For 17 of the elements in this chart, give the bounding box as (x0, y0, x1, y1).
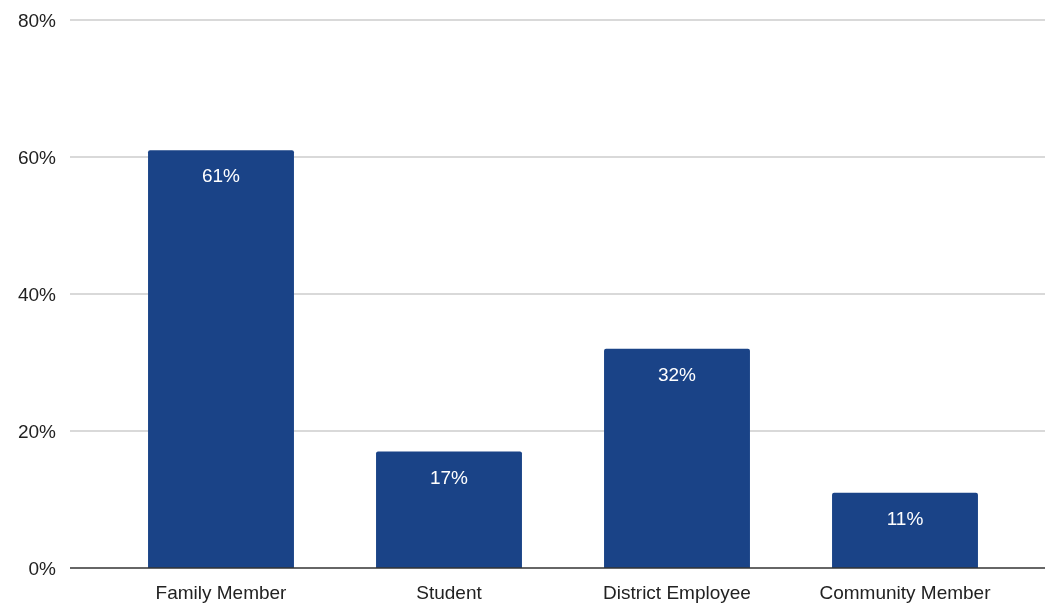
bar (148, 150, 294, 568)
data-label: 17% (429, 466, 469, 488)
x-tick-label: Community Member (819, 582, 992, 603)
data-label: 61% (201, 165, 241, 187)
y-tick-label: 60% (17, 146, 57, 168)
x-tick-label: Student (416, 582, 483, 603)
x-tick-label: District Employee (603, 582, 751, 603)
bar (376, 451, 522, 568)
x-tick-label: Family Member (155, 582, 288, 603)
bar (604, 348, 750, 568)
y-tick-label: 0% (28, 557, 57, 579)
bar (832, 492, 978, 568)
data-label: 32% (657, 363, 697, 385)
y-tick-label: 80% (17, 9, 57, 31)
y-tick-label: 40% (17, 283, 57, 305)
y-tick-label: 20% (17, 420, 57, 442)
data-label: 11% (886, 507, 924, 529)
